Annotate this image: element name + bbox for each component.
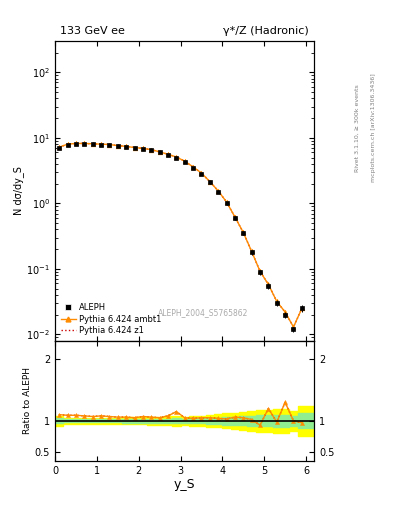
Text: γ*/Z (Hadronic): γ*/Z (Hadronic) — [224, 27, 309, 36]
Text: 133 GeV ee: 133 GeV ee — [60, 27, 125, 36]
X-axis label: y_S: y_S — [174, 478, 196, 492]
Text: ALEPH_2004_S5765862: ALEPH_2004_S5765862 — [158, 308, 248, 317]
Legend: ALEPH, Pythia 6.424 ambt1, Pythia 6.424 z1: ALEPH, Pythia 6.424 ambt1, Pythia 6.424 … — [59, 302, 163, 337]
Text: mcplots.cern.ch [arXiv:1306.3436]: mcplots.cern.ch [arXiv:1306.3436] — [371, 74, 376, 182]
Y-axis label: Ratio to ALEPH: Ratio to ALEPH — [23, 367, 32, 434]
Y-axis label: N dσ/dy_S: N dσ/dy_S — [13, 166, 24, 216]
Text: Rivet 3.1.10, ≥ 300k events: Rivet 3.1.10, ≥ 300k events — [355, 84, 360, 172]
